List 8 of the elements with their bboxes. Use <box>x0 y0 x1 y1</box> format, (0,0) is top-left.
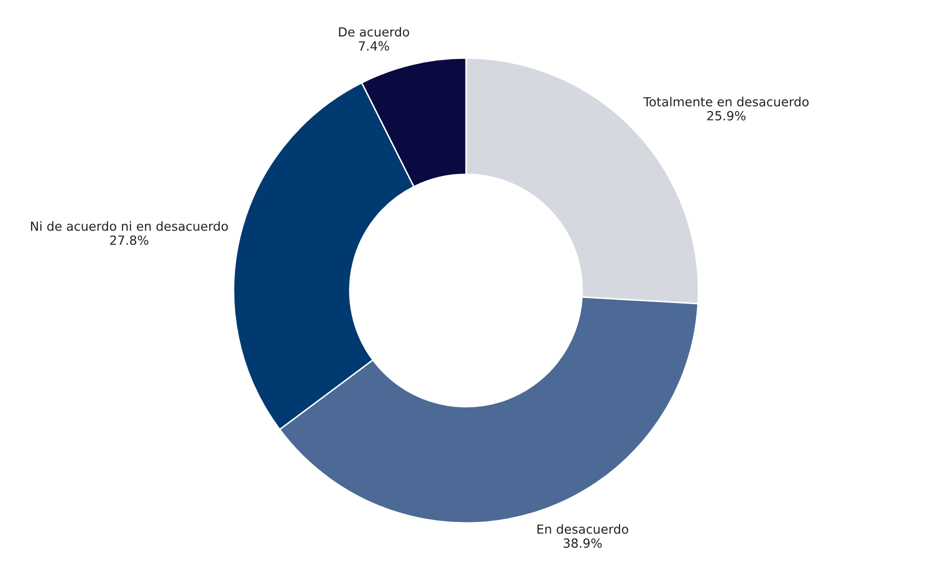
slice-label: Ni de acuerdo ni en desacuerdo <box>31 221 228 231</box>
data-label: 7.4% <box>358 41 389 51</box>
slice-label: Totalmente en desacuerdo <box>643 96 809 106</box>
slice-label: De acuerdo <box>339 26 410 37</box>
slice-label: En desacuerdo <box>538 524 628 534</box>
data-label: 38.9% <box>564 538 602 548</box>
data-label: 27.8% <box>110 235 148 245</box>
data-label: 25.9% <box>707 111 746 120</box>
